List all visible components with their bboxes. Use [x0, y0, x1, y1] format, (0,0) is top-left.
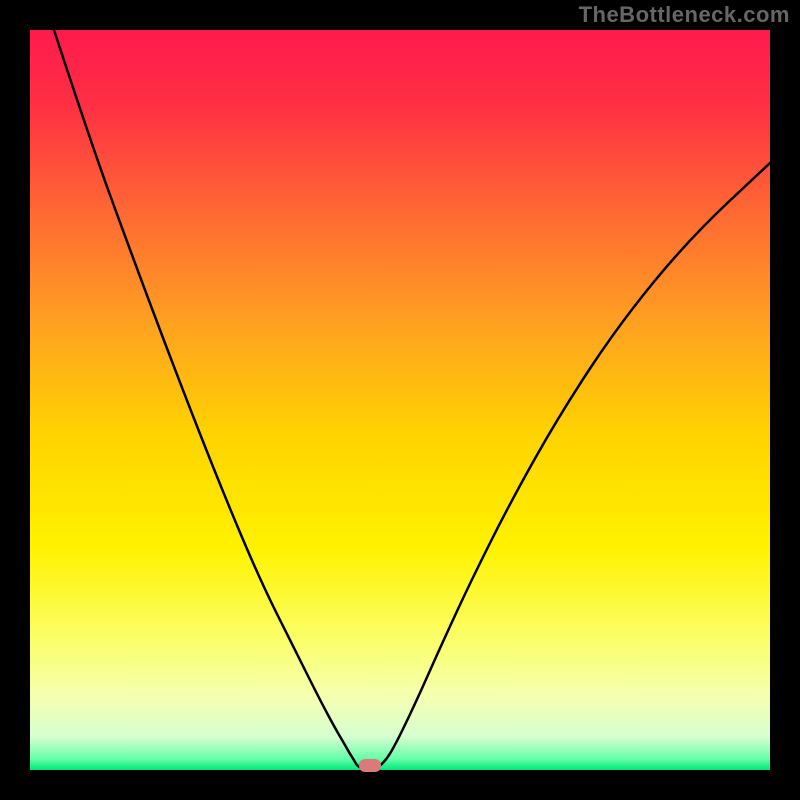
gradient-background — [30, 30, 770, 770]
watermark-text: TheBottleneck.com — [579, 2, 790, 28]
figure-root: TheBottleneck.com — [0, 0, 800, 800]
plot-area — [30, 30, 770, 770]
vertex-marker — [359, 759, 381, 772]
